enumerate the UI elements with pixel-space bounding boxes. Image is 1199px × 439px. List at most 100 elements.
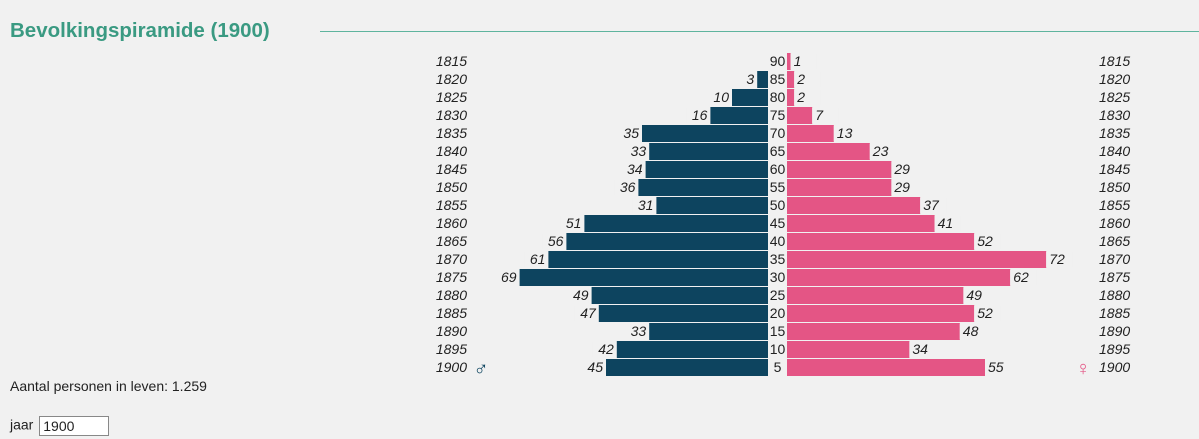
birth-year-label-right: 1820	[1099, 71, 1130, 87]
female-bar	[787, 125, 834, 142]
female-value-bg	[920, 198, 947, 213]
female-value-bg	[985, 360, 1011, 375]
male-value: 49	[573, 287, 589, 303]
female-value: 49	[966, 287, 982, 303]
male-bar	[591, 287, 768, 304]
female-value: 72	[1049, 251, 1065, 267]
title-divider	[320, 31, 1199, 32]
male-symbol-icon: ♂	[474, 358, 489, 380]
male-bar	[645, 161, 768, 178]
male-bar	[656, 197, 768, 214]
female-bar	[787, 53, 791, 70]
male-value: 34	[627, 161, 643, 177]
male-value-bg	[524, 252, 546, 267]
female-value-bg	[833, 126, 860, 141]
male-value-bg	[733, 72, 755, 87]
male-bar	[616, 341, 768, 358]
male-value-bg	[625, 144, 647, 159]
female-value: 34	[912, 341, 928, 357]
birth-year-label-right: 1885	[1099, 305, 1130, 321]
birth-year-label-right: 1870	[1099, 251, 1130, 267]
female-value: 41	[938, 215, 954, 231]
female-value-bg	[1046, 252, 1073, 267]
female-bar	[787, 233, 975, 250]
birth-year-label-left: 1815	[436, 53, 467, 69]
birth-year-label-left: 1870	[436, 251, 467, 267]
female-bar	[787, 359, 985, 376]
birth-year-label-left: 1880	[436, 287, 467, 303]
female-value: 13	[837, 125, 853, 141]
birth-year-label-left: 1835	[436, 125, 467, 141]
female-value-bg	[891, 162, 918, 177]
female-value-bg	[963, 288, 990, 303]
birth-year-label-left: 1840	[436, 143, 467, 159]
birth-year-label-left: 1860	[436, 215, 467, 231]
male-value: 61	[530, 251, 546, 267]
female-bar	[787, 305, 975, 322]
female-bar	[787, 161, 892, 178]
age-label: 10	[770, 341, 786, 357]
birth-year-label-right: 1845	[1099, 161, 1130, 177]
age-label: 35	[770, 251, 786, 267]
male-value: 45	[587, 359, 603, 375]
male-value: 33	[631, 323, 647, 339]
total-alive: Aantal personen in leven: 1.259	[10, 378, 207, 394]
female-value: 52	[977, 305, 993, 321]
male-bar	[638, 179, 768, 196]
male-value-bg	[632, 198, 654, 213]
female-bar	[787, 197, 921, 214]
female-value: 7	[815, 107, 824, 123]
male-value: 51	[566, 215, 582, 231]
male-value-bg	[621, 162, 643, 177]
age-label: 70	[770, 125, 786, 141]
birth-year-label-right: 1815	[1099, 53, 1130, 69]
birth-year-label-right: 1900	[1099, 359, 1130, 375]
birth-year-label-right: 1865	[1099, 233, 1130, 249]
female-bar	[787, 215, 935, 232]
birth-year-label-left: 1865	[436, 233, 467, 249]
female-bar	[787, 179, 892, 196]
year-label: jaar	[10, 416, 34, 433]
female-bar	[787, 143, 870, 160]
female-bar	[787, 341, 910, 358]
female-symbol-icon: ♀	[1076, 358, 1091, 380]
male-value: 47	[580, 305, 597, 321]
female-bar	[787, 287, 964, 304]
birth-year-label-right: 1860	[1099, 215, 1130, 231]
female-value-bg	[974, 306, 1001, 321]
age-label: 30	[770, 269, 786, 285]
birth-year-label-left: 1895	[436, 341, 467, 357]
male-bar	[710, 107, 768, 124]
birth-year-label-right: 1880	[1099, 287, 1130, 303]
birth-year-label-right: 1875	[1099, 269, 1130, 285]
male-value-bg	[592, 342, 614, 357]
male-value: 42	[598, 341, 614, 357]
male-value-bg	[708, 90, 729, 105]
birth-year-label-right: 1830	[1099, 107, 1130, 123]
birth-year-label-right: 1890	[1099, 323, 1130, 339]
male-value-bg	[574, 306, 596, 321]
birth-year-label-left: 1855	[436, 197, 467, 213]
male-value-bg	[560, 216, 582, 231]
male-value: 36	[620, 179, 636, 195]
female-value: 29	[893, 179, 910, 195]
birth-year-label-right: 1850	[1099, 179, 1130, 195]
male-value-bg	[542, 234, 564, 249]
male-value-bg	[614, 180, 636, 195]
male-bar	[642, 125, 768, 142]
female-value-bg	[959, 324, 986, 339]
male-bar	[757, 71, 768, 88]
female-value-bg	[891, 180, 918, 195]
birth-year-label-left: 1830	[436, 107, 467, 123]
male-value-bg	[582, 360, 603, 375]
age-label: 60	[770, 161, 786, 177]
male-value: 10	[713, 89, 729, 105]
age-label: 75	[770, 107, 786, 123]
year-input[interactable]	[39, 416, 110, 436]
age-label: 25	[770, 287, 786, 303]
female-value: 2	[796, 89, 805, 105]
age-label: 45	[770, 215, 786, 231]
female-value: 1	[794, 53, 802, 69]
age-label: 50	[770, 197, 786, 213]
age-label: 15	[770, 323, 786, 339]
